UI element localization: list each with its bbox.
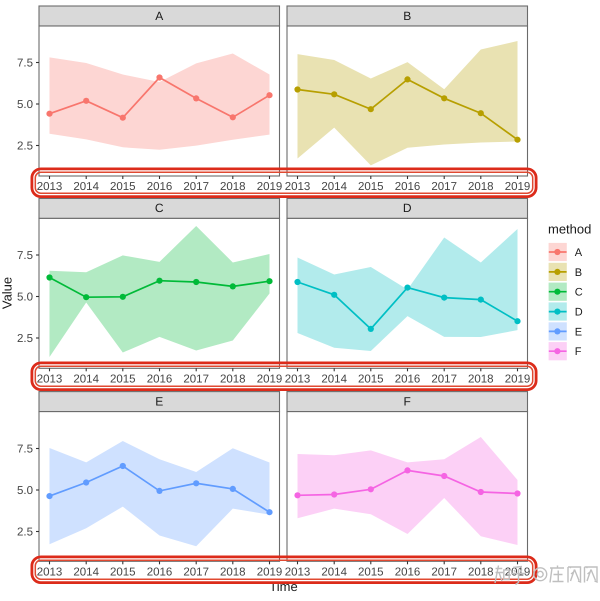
svg-text:2013: 2013 xyxy=(37,373,63,385)
svg-text:2015: 2015 xyxy=(110,373,136,385)
svg-text:2013: 2013 xyxy=(37,181,63,193)
svg-text:F: F xyxy=(575,346,582,358)
svg-text:2015: 2015 xyxy=(110,181,136,193)
svg-text:2013: 2013 xyxy=(37,566,63,578)
svg-text:2014: 2014 xyxy=(73,181,99,193)
svg-text:2014: 2014 xyxy=(73,566,99,578)
svg-text:B: B xyxy=(403,9,411,23)
svg-text:2014: 2014 xyxy=(321,566,347,578)
svg-text:2016: 2016 xyxy=(147,373,173,385)
svg-text:2016: 2016 xyxy=(395,566,421,578)
svg-text:2019: 2019 xyxy=(505,566,531,578)
svg-text:2015: 2015 xyxy=(358,373,384,385)
svg-text:Value: Value xyxy=(0,277,15,309)
svg-text:2014: 2014 xyxy=(321,373,347,385)
svg-text:2017: 2017 xyxy=(183,181,209,193)
svg-text:2018: 2018 xyxy=(220,566,246,578)
svg-text:F: F xyxy=(404,394,411,408)
svg-text:2.5: 2.5 xyxy=(17,141,33,153)
svg-text:2019: 2019 xyxy=(505,181,531,193)
svg-text:2018: 2018 xyxy=(220,181,246,193)
svg-text:B: B xyxy=(575,267,582,279)
svg-text:2019: 2019 xyxy=(257,181,283,193)
svg-text:2017: 2017 xyxy=(183,566,209,578)
svg-text:A: A xyxy=(155,9,163,23)
svg-text:2019: 2019 xyxy=(257,566,283,578)
svg-text:D: D xyxy=(403,201,412,215)
svg-text:2017: 2017 xyxy=(431,373,457,385)
svg-text:2016: 2016 xyxy=(147,566,173,578)
svg-text:2013: 2013 xyxy=(285,373,311,385)
svg-text:2017: 2017 xyxy=(183,373,209,385)
svg-text:C: C xyxy=(155,201,164,215)
svg-text:2016: 2016 xyxy=(147,181,173,193)
svg-text:7.5: 7.5 xyxy=(17,58,33,70)
svg-text:2018: 2018 xyxy=(468,181,494,193)
svg-text:2013: 2013 xyxy=(285,181,311,193)
svg-text:C: C xyxy=(575,287,583,299)
svg-text:2018: 2018 xyxy=(468,566,494,578)
svg-text:2014: 2014 xyxy=(73,373,99,385)
svg-text:2016: 2016 xyxy=(395,373,421,385)
svg-text:2013: 2013 xyxy=(285,566,311,578)
svg-text:A: A xyxy=(575,247,583,259)
svg-text:7.5: 7.5 xyxy=(17,444,33,456)
svg-text:2015: 2015 xyxy=(358,181,384,193)
svg-text:D: D xyxy=(575,307,583,319)
svg-text:5.0: 5.0 xyxy=(17,99,33,111)
svg-text:2.5: 2.5 xyxy=(17,333,33,345)
svg-text:2017: 2017 xyxy=(431,181,457,193)
svg-text:2019: 2019 xyxy=(505,373,531,385)
svg-text:2017: 2017 xyxy=(431,566,457,578)
svg-text:method: method xyxy=(548,222,591,237)
svg-text:2.5: 2.5 xyxy=(17,527,33,539)
svg-text:2018: 2018 xyxy=(220,373,246,385)
svg-text:2015: 2015 xyxy=(358,566,384,578)
svg-text:5.0: 5.0 xyxy=(17,292,33,304)
svg-text:2019: 2019 xyxy=(257,373,283,385)
svg-text:E: E xyxy=(575,326,582,338)
svg-text:E: E xyxy=(155,394,163,408)
svg-text:7.5: 7.5 xyxy=(17,250,33,262)
svg-text:2018: 2018 xyxy=(468,373,494,385)
svg-text:2015: 2015 xyxy=(110,566,136,578)
svg-text:2016: 2016 xyxy=(395,181,421,193)
svg-text:2014: 2014 xyxy=(321,181,347,193)
svg-text:5.0: 5.0 xyxy=(17,485,33,497)
